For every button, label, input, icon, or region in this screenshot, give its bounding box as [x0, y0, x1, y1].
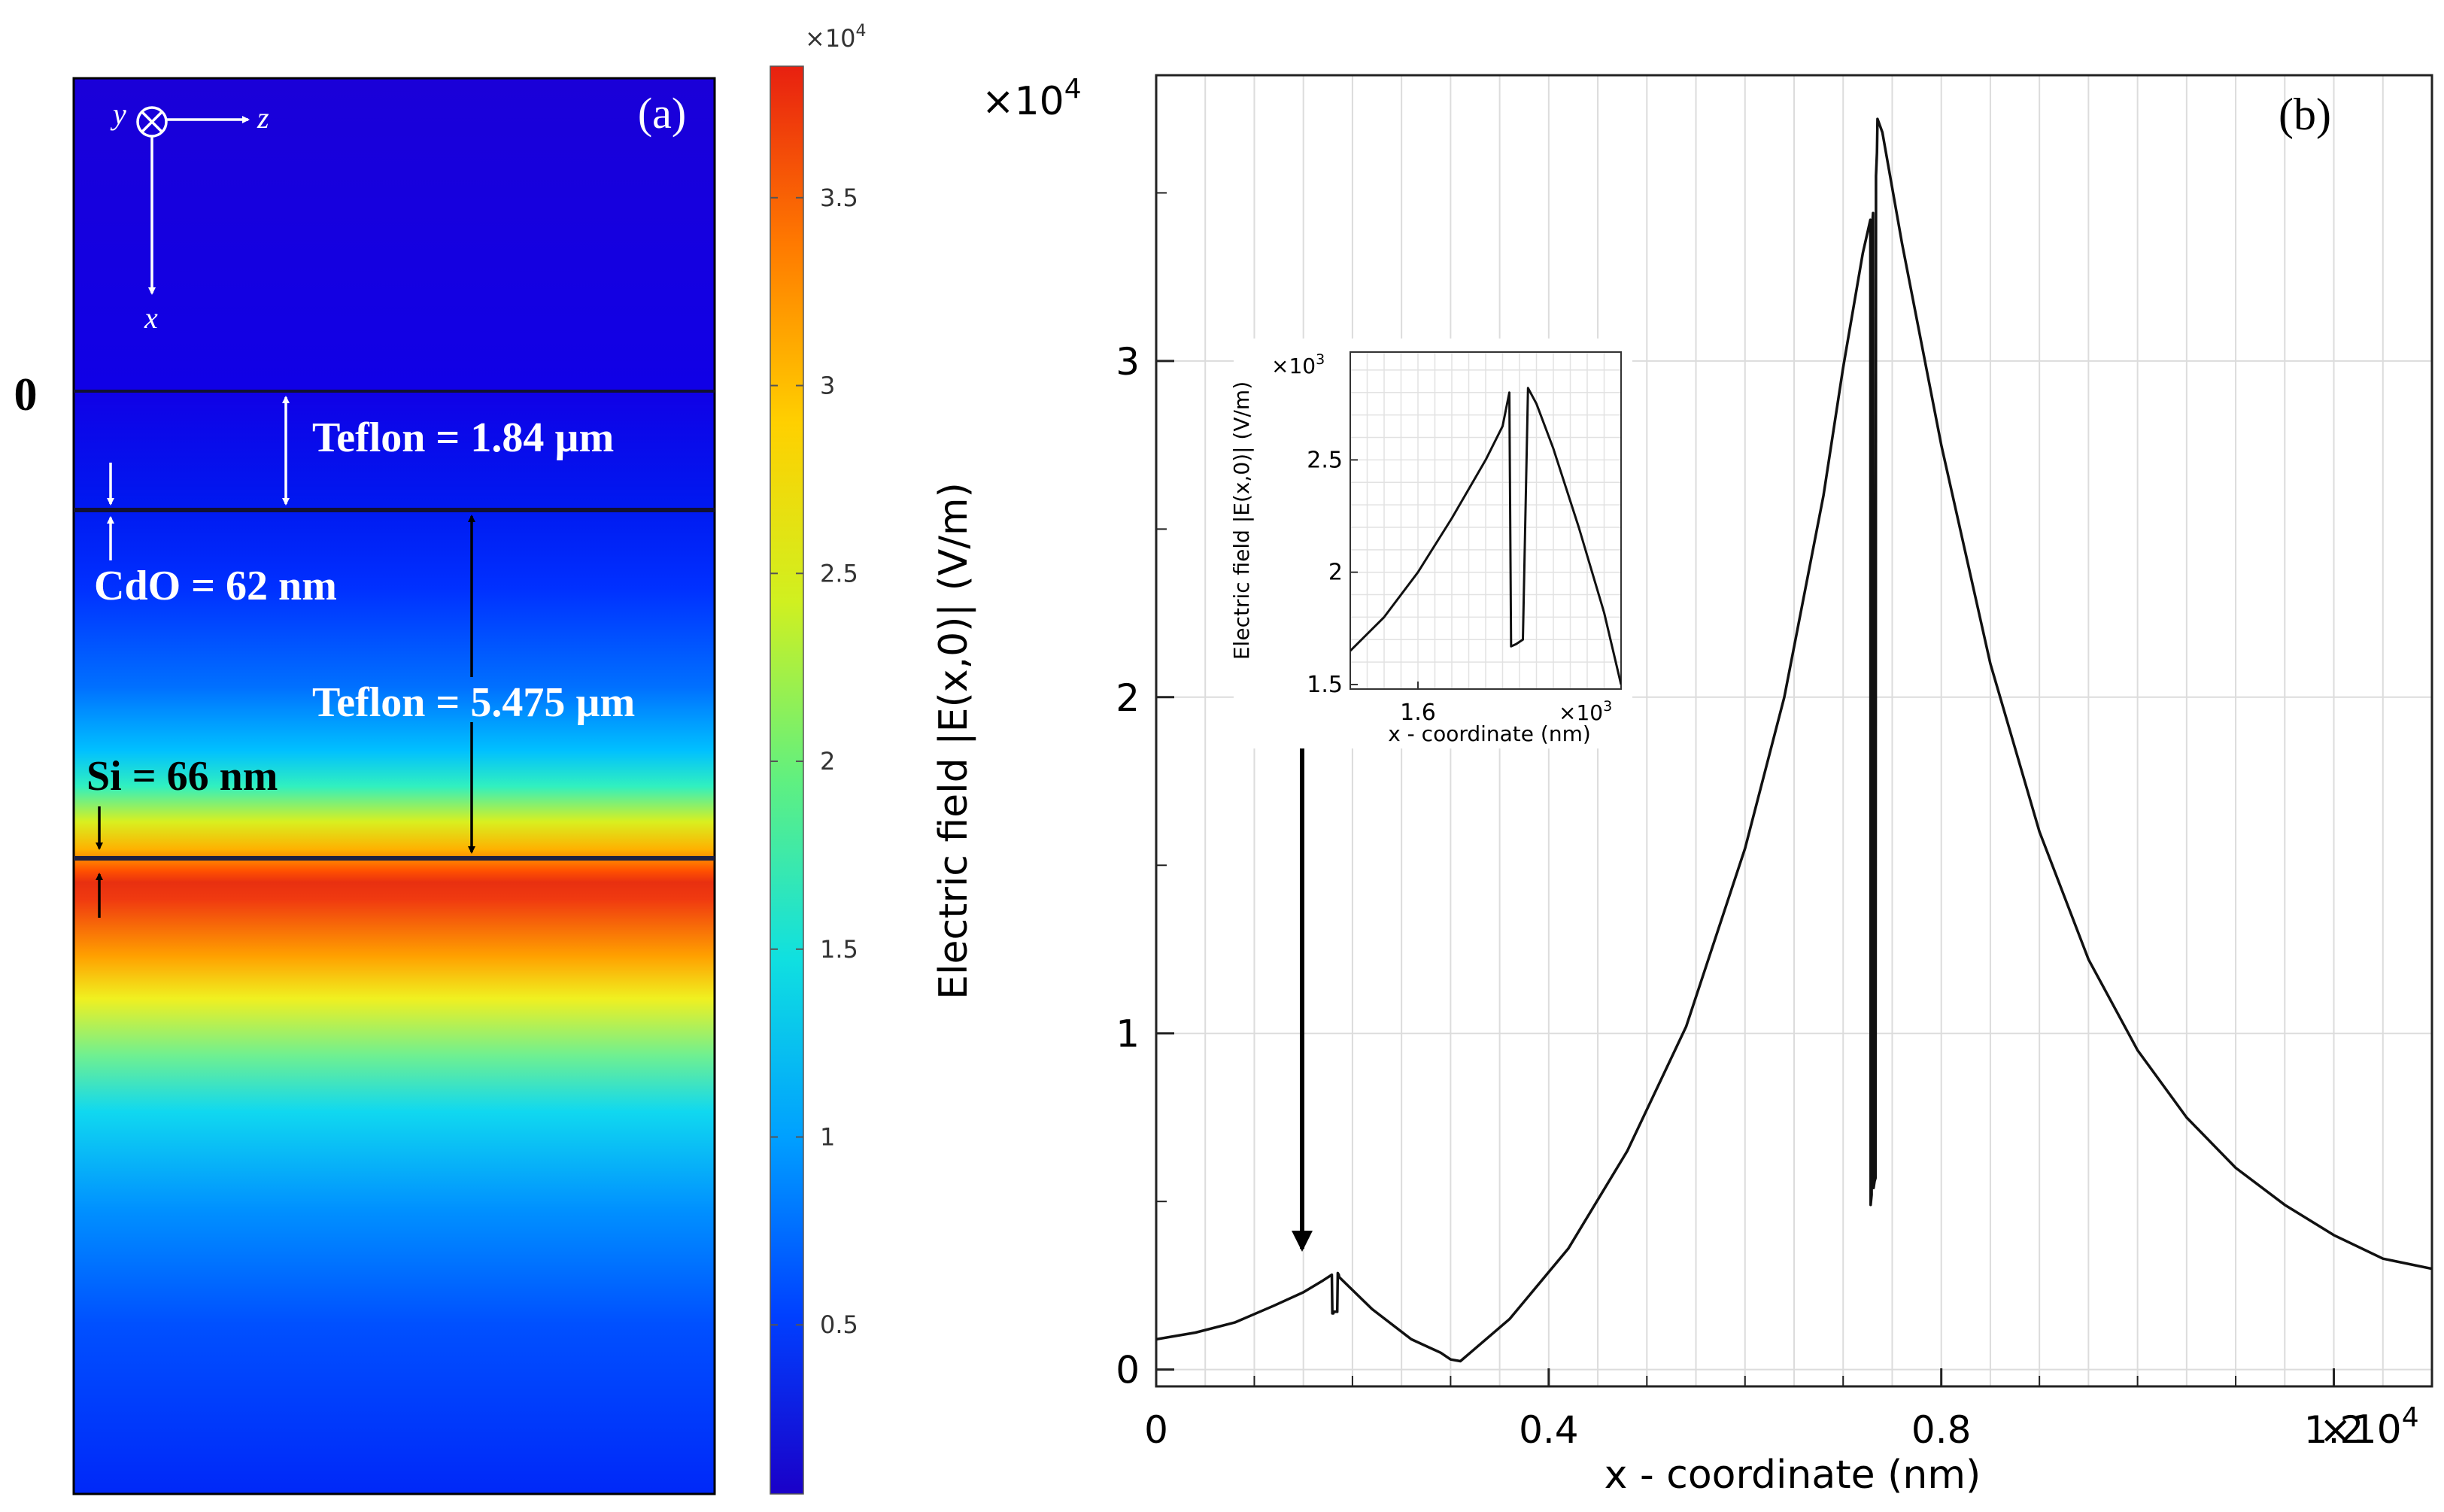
- inset-frame: [1350, 351, 1622, 690]
- colorbar-tick-label: 2: [820, 747, 835, 776]
- field-map: [72, 77, 716, 1495]
- x-axis-label: x: [144, 301, 158, 335]
- panel-a-label: (a): [638, 89, 686, 138]
- x-tick-label: 0.8: [1911, 1408, 1972, 1452]
- series-line-efield: [1156, 117, 2432, 1363]
- y-tick-label: 0: [1116, 1349, 1140, 1392]
- coordinate-system: [136, 106, 250, 295]
- inset-y-title: Electric field |E(x,0)| (V/m): [1229, 381, 1254, 660]
- z-axis-label: z: [257, 101, 269, 135]
- panel-b: 0 0.4 0.8 1.2 0 1 2 3 (b) ×104 ×104 Electric fi…: [931, 74, 2433, 1498]
- inset-series-line: [1350, 387, 1621, 685]
- inset-ticks: 1.5 2 2.5 1.6: [1307, 447, 1436, 726]
- colorbar-tick-label: 1: [820, 1123, 835, 1152]
- zero-label: 0: [14, 369, 38, 421]
- colorbar-tick-label: 3.5: [820, 184, 858, 212]
- y-multiplier: ×104: [982, 74, 1082, 124]
- inset-background: [1234, 339, 1632, 748]
- colorbar-gradient: [770, 65, 804, 1495]
- teflon-top-label: Teflon = 1.84 µm: [312, 414, 614, 461]
- x-tick-label: 0.4: [1519, 1408, 1579, 1452]
- dimension-arrows: [96, 396, 475, 918]
- plot-frame: [1155, 74, 2433, 1388]
- inset-x-tick-label: 1.6: [1400, 700, 1436, 726]
- x-multiplier: ×104: [2319, 1402, 2419, 1453]
- colorbar-tick-label: 3: [820, 372, 835, 400]
- si-label: Si = 66 nm: [87, 753, 278, 800]
- x-tick-label: 0: [1144, 1408, 1168, 1452]
- inset-plot: 1.5 2 2.5 1.6 ×103 ×103 Electric field |E(x…: [1229, 339, 1632, 748]
- inset-y-multiplier: ×103: [1271, 351, 1325, 378]
- colorbar-tick-label: 1.5: [820, 935, 858, 964]
- inset-y-tick-label: 1.5: [1307, 672, 1343, 698]
- colorbar-multiplier: ×104: [805, 22, 867, 53]
- colorbar-tick-label: 2.5: [820, 559, 858, 587]
- colorbar: ×104 0.5 1 1.5 2 2.5 3 3.5: [770, 22, 867, 1495]
- y-tick-label: 1: [1116, 1013, 1140, 1056]
- inset-y-tick-label: 2.5: [1307, 447, 1343, 473]
- inset-grid: [1350, 352, 1621, 689]
- colorbar-ticks: 0.5 1 1.5 2 2.5 3 3.5: [770, 184, 858, 1339]
- panel-b-label: (b): [2279, 90, 2331, 139]
- cdo-label: CdO = 62 nm: [94, 563, 337, 609]
- y-axis-title: Electric field |E(x,0)| (V/m): [931, 482, 976, 1000]
- main-ticks: 0 0.4 0.8 1.2 0 1 2 3: [1116, 192, 2433, 1452]
- teflon-mid-label: Teflon = 5.475 µm: [312, 679, 635, 726]
- inset-x-title: x - coordinate (nm): [1388, 721, 1591, 746]
- x-tick-label: 1.2: [2304, 1408, 2364, 1452]
- panel-a: (a) y z x 0 Teflon = 1.84 µm CdO = 62 nm…: [14, 77, 716, 1495]
- inset-x-multiplier: ×103: [1559, 698, 1612, 725]
- y-tick-label: 2: [1116, 676, 1140, 720]
- inset-y-tick-label: 2: [1328, 560, 1343, 586]
- y-tick-label: 3: [1116, 340, 1140, 384]
- y-axis-label: y: [110, 97, 126, 131]
- x-axis-title: x - coordinate (nm): [1605, 1453, 1981, 1498]
- colorbar-tick-label: 0.5: [820, 1310, 858, 1339]
